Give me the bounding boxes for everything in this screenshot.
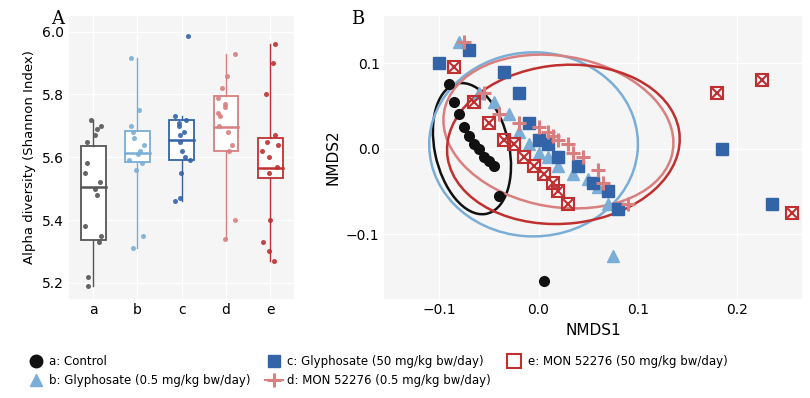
Point bbox=[82, 273, 95, 280]
Point bbox=[179, 154, 192, 160]
Point bbox=[132, 151, 145, 157]
Point bbox=[134, 148, 147, 154]
Point bbox=[183, 157, 196, 164]
Point bbox=[214, 113, 227, 119]
Point bbox=[126, 245, 139, 252]
Point bbox=[91, 192, 104, 198]
Point bbox=[271, 141, 284, 148]
Point bbox=[256, 239, 269, 245]
Point bbox=[268, 258, 281, 264]
Point bbox=[219, 101, 232, 107]
Point bbox=[262, 154, 275, 160]
Point bbox=[79, 223, 92, 230]
Point bbox=[228, 217, 241, 223]
Point bbox=[219, 104, 232, 110]
Bar bbox=[169, 119, 194, 160]
Point bbox=[95, 123, 108, 129]
Point bbox=[262, 248, 275, 255]
Point bbox=[124, 55, 137, 61]
Point bbox=[175, 148, 188, 154]
Point bbox=[180, 116, 193, 123]
X-axis label: NMDS1: NMDS1 bbox=[565, 323, 621, 338]
Point bbox=[222, 129, 235, 135]
Point bbox=[125, 123, 138, 129]
Point bbox=[84, 116, 97, 123]
Point bbox=[173, 123, 185, 129]
Bar bbox=[258, 139, 283, 178]
Point bbox=[173, 119, 185, 126]
Point bbox=[213, 123, 226, 129]
Point bbox=[79, 170, 92, 176]
Point bbox=[92, 239, 105, 245]
Y-axis label: Alpha diversity (Shannon Index): Alpha diversity (Shannon Index) bbox=[23, 50, 36, 264]
Point bbox=[177, 129, 190, 135]
Point bbox=[133, 107, 146, 113]
Point bbox=[211, 110, 224, 117]
Bar bbox=[125, 131, 150, 162]
Point bbox=[259, 91, 272, 98]
Point bbox=[226, 141, 239, 148]
Point bbox=[93, 179, 106, 185]
Point bbox=[174, 170, 187, 176]
Point bbox=[220, 72, 233, 79]
Bar bbox=[214, 96, 238, 151]
Point bbox=[271, 164, 284, 170]
Point bbox=[256, 148, 269, 154]
Y-axis label: NMDS2: NMDS2 bbox=[326, 129, 340, 185]
Point bbox=[168, 198, 181, 204]
Point bbox=[228, 51, 241, 57]
Point bbox=[269, 41, 282, 47]
Point bbox=[215, 85, 228, 91]
Point bbox=[81, 283, 94, 289]
Point bbox=[212, 94, 225, 101]
Point bbox=[88, 185, 101, 192]
Bar bbox=[81, 146, 105, 240]
Text: A: A bbox=[51, 10, 64, 28]
Point bbox=[91, 126, 104, 132]
Point bbox=[136, 232, 149, 239]
Point bbox=[266, 60, 279, 66]
Point bbox=[88, 132, 101, 139]
Point bbox=[135, 160, 148, 167]
Text: B: B bbox=[351, 10, 365, 28]
Point bbox=[129, 167, 142, 173]
Point bbox=[174, 195, 187, 201]
Point bbox=[219, 236, 232, 242]
Point bbox=[168, 113, 181, 119]
Point bbox=[81, 139, 94, 145]
Point bbox=[128, 135, 141, 142]
Point bbox=[138, 141, 151, 148]
Point bbox=[263, 170, 276, 176]
Point bbox=[122, 157, 135, 164]
Legend: a: Control, b: Glyphosate (0.5 mg/kg bw/day), c: Glyphosate (50 mg/kg bw/day), d: a: Control, b: Glyphosate (0.5 mg/kg bw/… bbox=[22, 351, 732, 392]
Point bbox=[222, 148, 235, 154]
Point bbox=[173, 139, 186, 145]
Point bbox=[126, 129, 139, 135]
Point bbox=[81, 160, 94, 167]
Point bbox=[268, 132, 281, 139]
Point bbox=[95, 232, 108, 239]
Point bbox=[264, 217, 277, 223]
Point bbox=[181, 33, 194, 39]
Point bbox=[173, 132, 186, 139]
Point bbox=[260, 139, 273, 145]
